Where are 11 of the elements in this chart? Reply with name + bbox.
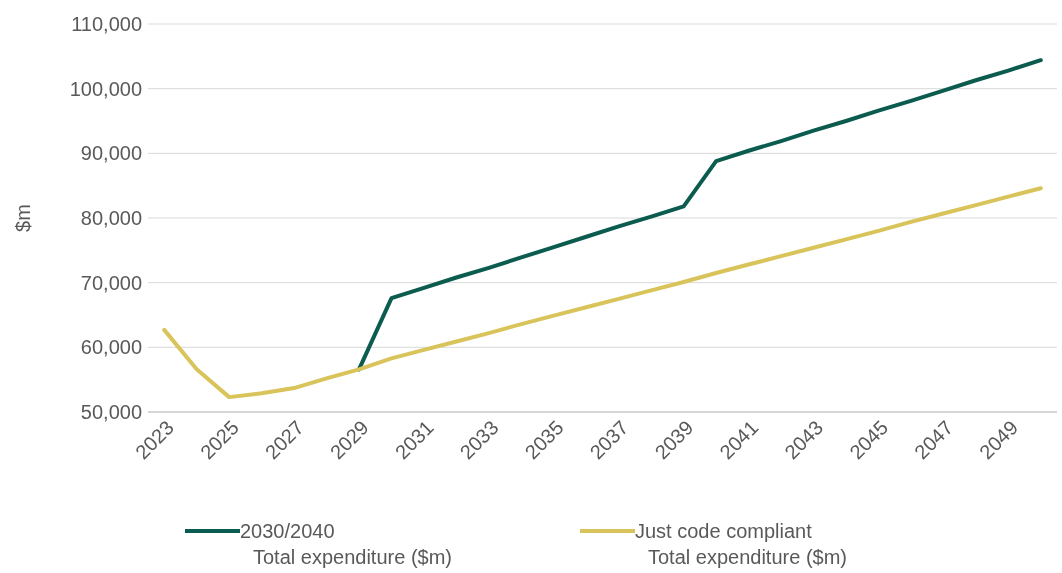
line-series — [162, 186, 1043, 400]
y-tick-label: 110,000 — [71, 13, 142, 35]
y-tick-label: 80,000 — [80, 207, 142, 229]
legend-label: Just code compliant Total expenditure ($m) — [635, 520, 847, 568]
y-tick-label: 100,000 — [69, 77, 142, 100]
y-tick-label: 90,000 — [80, 142, 142, 165]
y-tick-label: 60,000 — [80, 336, 142, 359]
y-tick-label: 70,000 — [80, 271, 142, 294]
y-tick-label: 50,000 — [80, 401, 142, 423]
y-axis-title: $m — [12, 204, 34, 232]
legend-label: 2030/2040 Total expenditure ($m) — [240, 520, 452, 568]
